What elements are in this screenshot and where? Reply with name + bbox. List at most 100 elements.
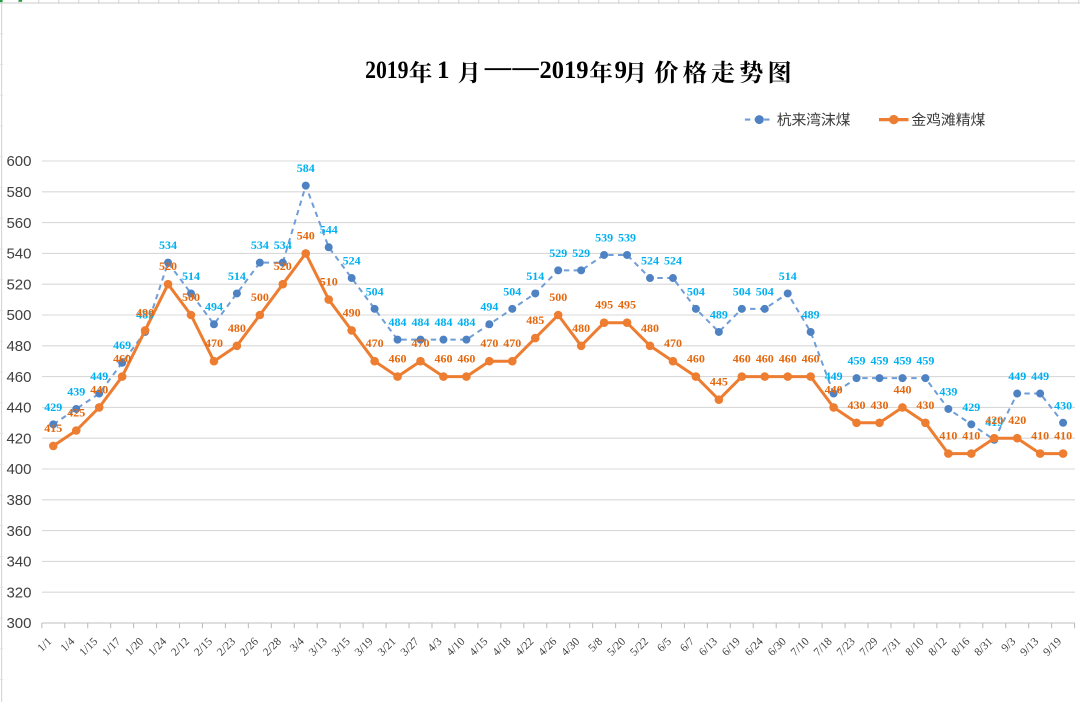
svg-text:449: 449 xyxy=(1008,369,1026,383)
svg-text:460: 460 xyxy=(756,352,774,366)
svg-text:504: 504 xyxy=(733,284,751,298)
svg-text:460: 460 xyxy=(6,369,31,386)
svg-text:2019: 2019 xyxy=(365,57,408,84)
svg-text:580: 580 xyxy=(6,184,31,201)
svg-text:410: 410 xyxy=(1054,429,1072,443)
svg-text:340: 340 xyxy=(6,554,31,571)
svg-text:485: 485 xyxy=(526,313,544,327)
svg-text:524: 524 xyxy=(343,254,361,268)
svg-text:540: 540 xyxy=(6,246,31,263)
svg-text:534: 534 xyxy=(251,238,269,252)
svg-text:520: 520 xyxy=(6,276,31,293)
svg-text:524: 524 xyxy=(664,254,682,268)
svg-text:540: 540 xyxy=(297,228,315,242)
svg-text:489: 489 xyxy=(136,307,154,321)
svg-text:514: 514 xyxy=(228,269,246,283)
svg-text:459: 459 xyxy=(848,354,866,368)
svg-text:470: 470 xyxy=(205,336,223,350)
svg-text:469: 469 xyxy=(113,338,131,352)
svg-text:430: 430 xyxy=(1054,398,1072,412)
svg-text:380: 380 xyxy=(6,492,31,509)
svg-text:410: 410 xyxy=(939,429,957,443)
svg-text:560: 560 xyxy=(6,215,31,232)
svg-text:480: 480 xyxy=(572,321,590,335)
svg-text:460: 460 xyxy=(733,352,751,366)
svg-text:490: 490 xyxy=(136,305,154,319)
svg-text:529: 529 xyxy=(572,246,590,260)
svg-text:584: 584 xyxy=(297,161,315,175)
svg-text:429: 429 xyxy=(962,400,980,414)
svg-text:320: 320 xyxy=(6,584,31,601)
svg-text:534: 534 xyxy=(274,238,292,252)
svg-text:470: 470 xyxy=(412,336,430,350)
svg-text:425: 425 xyxy=(67,406,85,420)
svg-text:420: 420 xyxy=(985,413,1003,427)
svg-text:600: 600 xyxy=(6,153,31,170)
svg-text:539: 539 xyxy=(618,230,636,244)
svg-text:495: 495 xyxy=(595,298,613,312)
svg-text:429: 429 xyxy=(44,400,62,414)
svg-text:484: 484 xyxy=(389,315,407,329)
svg-text:534: 534 xyxy=(159,238,177,252)
svg-text:459: 459 xyxy=(871,354,889,368)
svg-text:504: 504 xyxy=(503,284,521,298)
svg-text:2019: 2019 xyxy=(540,57,589,84)
svg-text:460: 460 xyxy=(779,352,797,366)
svg-text:494: 494 xyxy=(480,300,498,314)
svg-text:460: 460 xyxy=(457,352,475,366)
svg-text:470: 470 xyxy=(366,336,384,350)
svg-text:430: 430 xyxy=(871,398,889,412)
svg-text:460: 460 xyxy=(802,352,820,366)
svg-text:460: 460 xyxy=(687,352,705,366)
svg-text:480: 480 xyxy=(228,321,246,335)
svg-text:1: 1 xyxy=(437,57,450,84)
svg-text:459: 459 xyxy=(893,354,911,368)
svg-text:440: 440 xyxy=(6,400,31,417)
svg-text:440: 440 xyxy=(893,382,911,396)
svg-text:459: 459 xyxy=(916,354,934,368)
svg-text:489: 489 xyxy=(802,307,820,321)
svg-text:460: 460 xyxy=(113,352,131,366)
svg-text:529: 529 xyxy=(549,246,567,260)
svg-text:445: 445 xyxy=(710,375,728,389)
svg-text:300: 300 xyxy=(6,615,31,632)
svg-text:494: 494 xyxy=(205,300,223,314)
svg-text:415: 415 xyxy=(44,421,62,435)
svg-text:514: 514 xyxy=(182,269,200,283)
svg-text:420: 420 xyxy=(1008,413,1026,427)
svg-text:504: 504 xyxy=(687,284,705,298)
svg-text:484: 484 xyxy=(412,315,430,329)
svg-text:500: 500 xyxy=(182,290,200,304)
svg-text:480: 480 xyxy=(6,338,31,355)
svg-text:484: 484 xyxy=(434,315,452,329)
svg-text:495: 495 xyxy=(618,298,636,312)
svg-text:500: 500 xyxy=(6,307,31,324)
svg-text:500: 500 xyxy=(549,290,567,304)
svg-text:410: 410 xyxy=(962,429,980,443)
svg-text:430: 430 xyxy=(916,398,934,412)
svg-text:460: 460 xyxy=(434,352,452,366)
svg-text:449: 449 xyxy=(90,369,108,383)
svg-text:440: 440 xyxy=(90,382,108,396)
svg-text:490: 490 xyxy=(343,305,361,319)
svg-text:489: 489 xyxy=(710,307,728,321)
svg-text:500: 500 xyxy=(251,290,269,304)
svg-text:470: 470 xyxy=(480,336,498,350)
svg-text:510: 510 xyxy=(320,275,338,289)
svg-text:439: 439 xyxy=(67,384,85,398)
svg-text:514: 514 xyxy=(779,269,797,283)
svg-text:470: 470 xyxy=(503,336,521,350)
svg-text:449: 449 xyxy=(1031,369,1049,383)
svg-text:360: 360 xyxy=(6,523,31,540)
svg-text:504: 504 xyxy=(366,284,384,298)
svg-text:9: 9 xyxy=(615,57,628,84)
svg-text:544: 544 xyxy=(320,223,338,237)
svg-text:484: 484 xyxy=(457,315,475,329)
svg-text:504: 504 xyxy=(756,284,774,298)
svg-text:520: 520 xyxy=(159,259,177,273)
svg-text:520: 520 xyxy=(274,259,292,273)
svg-text:470: 470 xyxy=(664,336,682,350)
svg-text:449: 449 xyxy=(825,369,843,383)
svg-text:514: 514 xyxy=(526,269,544,283)
svg-text:460: 460 xyxy=(389,352,407,366)
